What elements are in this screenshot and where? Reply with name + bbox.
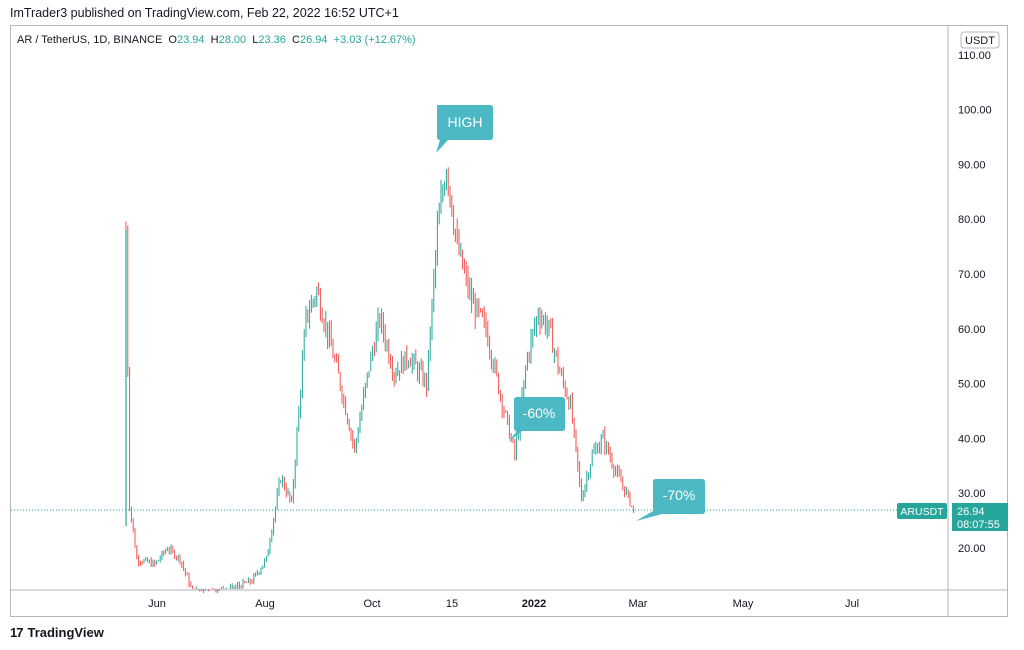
time-axis[interactable]: Jun Aug Oct 15 2022 Mar May Jul	[148, 598, 859, 610]
change-value: +3.03 (+12.67%)	[333, 34, 416, 46]
price-tick-label: 60.00	[958, 324, 986, 336]
time-tick-label: Jul	[845, 598, 859, 610]
price-tag-price: 26.94	[957, 506, 985, 518]
close-label: C	[292, 34, 300, 46]
callout-drop60[interactable]: -60%	[508, 397, 565, 442]
price-tag: ARUSDT 26.94 08:07:55	[897, 503, 1008, 531]
price-tick-label: 80.00	[958, 214, 986, 226]
price-tick-label: 100.00	[958, 105, 992, 117]
time-tick-label: Aug	[255, 598, 275, 610]
footer-brand[interactable]: 17 TradingView	[10, 625, 104, 640]
price-tick-label: 50.00	[958, 379, 986, 391]
callout-drop70-label: -70%	[663, 487, 696, 503]
price-tick-label: 70.00	[958, 269, 986, 281]
currency-badge[interactable]: USDT	[960, 31, 1000, 49]
price-tick-label: 20.00	[958, 543, 986, 555]
callout-drop70[interactable]: -70%	[636, 479, 705, 521]
time-tick-label: 15	[446, 598, 458, 610]
price-tick-label: 30.00	[958, 488, 986, 500]
callout-high-label: HIGH	[448, 114, 483, 130]
time-tick-label: 2022	[522, 598, 546, 610]
footer-brand-label: TradingView	[27, 625, 104, 640]
candles-group	[125, 167, 635, 593]
callout-high[interactable]: HIGH	[436, 105, 493, 153]
open-label: O	[168, 34, 177, 46]
high-value: 28.00	[218, 34, 247, 46]
tradingview-logo-icon: 17	[10, 625, 24, 640]
time-tick-label: Mar	[629, 598, 648, 610]
chart-frame	[10, 25, 1008, 617]
low-label: L	[252, 34, 259, 46]
price-tick-label: 40.00	[958, 433, 986, 445]
callout-drop60-label: -60%	[523, 405, 556, 421]
price-tick-label: 90.00	[958, 159, 986, 171]
price-tick-label: 110.00	[958, 50, 991, 62]
close-value: 26.94	[299, 34, 328, 46]
price-tag-symbol: ARUSDT	[900, 506, 944, 518]
time-tick-label: May	[733, 598, 754, 610]
time-tick-label: Oct	[363, 598, 380, 610]
low-value: 23.36	[258, 34, 286, 46]
time-tick-label: Jun	[148, 598, 166, 610]
symbol-pair[interactable]: AR / TetherUS, 1D, BINANCE	[17, 34, 163, 46]
currency-badge-label: USDT	[965, 35, 995, 47]
open-value: 23.94	[176, 34, 205, 46]
price-axis[interactable]: 110.00 100.00 90.00 80.00 70.00 60.00 50.00 40.…	[958, 50, 992, 555]
publish-header: ImTrader3 published on TradingView.com, …	[10, 6, 399, 20]
high-label: H	[210, 34, 219, 46]
price-tag-countdown: 08:07:55	[957, 519, 1000, 531]
symbol-info: AR / TetherUS, 1D, BINANCE O23.94 H28.00…	[17, 34, 416, 46]
